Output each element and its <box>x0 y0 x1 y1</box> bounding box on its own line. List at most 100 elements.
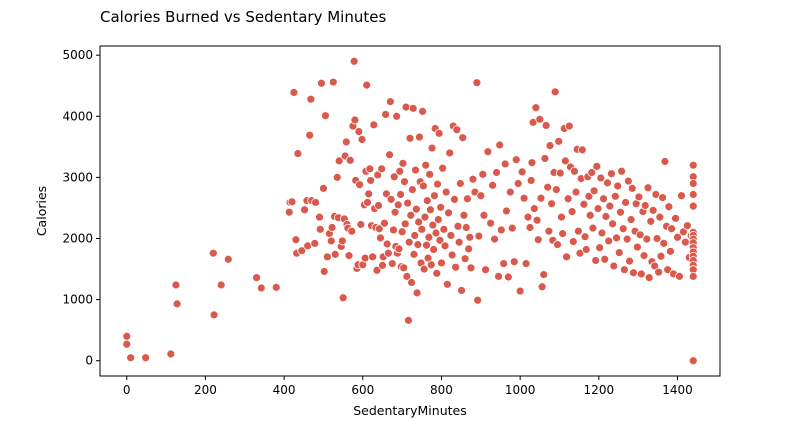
data-point <box>634 192 644 202</box>
data-point <box>654 267 664 277</box>
data-point <box>223 254 233 264</box>
plot-frame <box>99 45 721 377</box>
data-point <box>581 245 591 254</box>
data-point <box>433 179 442 189</box>
data-point <box>317 78 326 88</box>
data-point <box>454 237 464 247</box>
data-point <box>613 181 623 191</box>
data-point <box>658 193 667 202</box>
data-point <box>291 235 301 245</box>
data-point <box>463 194 472 204</box>
data-point <box>521 259 531 268</box>
data-point <box>511 155 521 165</box>
data-point <box>373 170 383 180</box>
data-point <box>656 251 666 261</box>
data-point <box>457 286 466 295</box>
data-point <box>652 234 662 243</box>
y-tick-label: 1000 <box>62 293 93 307</box>
data-point <box>667 224 677 234</box>
data-point <box>381 189 391 199</box>
data-point <box>584 191 594 201</box>
data-point <box>675 271 684 281</box>
data-point <box>310 238 320 248</box>
data-point <box>437 258 446 268</box>
data-point <box>414 217 424 227</box>
data-point <box>377 164 387 174</box>
data-point <box>610 191 620 201</box>
data-point <box>591 256 601 265</box>
data-point <box>459 210 469 220</box>
data-point <box>356 220 366 229</box>
data-point <box>374 201 383 210</box>
data-point <box>612 233 621 243</box>
data-point <box>422 240 431 250</box>
data-point <box>363 198 372 207</box>
chart-title: Calories Burned vs Sedentary Minutes <box>100 8 387 26</box>
data-point <box>618 224 628 234</box>
data-point <box>394 244 404 254</box>
data-point <box>412 288 422 298</box>
data-point <box>539 270 549 279</box>
data-point <box>395 166 405 176</box>
data-point <box>209 310 219 320</box>
data-point <box>573 226 583 236</box>
data-point <box>682 221 692 231</box>
data-point <box>419 264 429 274</box>
data-point <box>496 225 506 235</box>
data-point <box>407 185 417 195</box>
data-point <box>407 278 416 287</box>
data-point <box>465 232 475 242</box>
data-point <box>554 136 564 146</box>
data-point <box>406 210 416 220</box>
data-point <box>404 237 414 247</box>
data-point <box>537 282 547 292</box>
y-tick-label: 0 <box>85 354 93 368</box>
data-point <box>688 356 698 366</box>
data-point <box>500 159 510 169</box>
data-point <box>495 140 505 150</box>
data-point <box>326 236 336 246</box>
data-point <box>531 103 541 113</box>
data-point <box>644 273 654 283</box>
data-point <box>399 263 409 273</box>
data-point <box>447 250 457 260</box>
data-point <box>420 212 430 222</box>
data-point <box>311 198 320 207</box>
data-point <box>319 183 328 193</box>
data-point <box>639 251 649 261</box>
data-point <box>609 261 619 271</box>
data-point <box>461 223 471 232</box>
data-point <box>523 212 533 222</box>
data-point <box>422 196 432 206</box>
data-point <box>418 181 428 191</box>
data-point <box>427 143 437 153</box>
data-point <box>671 213 680 223</box>
data-point <box>436 202 446 212</box>
data-point <box>328 77 338 87</box>
data-point <box>629 268 638 278</box>
data-point <box>458 133 468 143</box>
data-point <box>417 224 427 234</box>
data-point <box>381 110 391 119</box>
x-tick-label: 1000 <box>505 383 536 397</box>
data-point <box>413 240 423 250</box>
data-point <box>385 97 395 107</box>
data-point <box>400 219 410 229</box>
data-point <box>122 331 132 341</box>
data-point <box>369 120 379 130</box>
data-point <box>438 163 448 173</box>
data-point <box>626 215 636 224</box>
data-point <box>604 236 614 246</box>
data-point <box>627 183 637 193</box>
data-point <box>410 231 420 240</box>
data-point <box>434 128 444 138</box>
data-point <box>507 223 517 233</box>
data-point <box>601 212 611 221</box>
data-point <box>405 133 415 143</box>
data-point <box>688 179 698 188</box>
data-point <box>297 246 307 256</box>
data-point <box>338 293 348 303</box>
data-point <box>562 252 571 262</box>
data-point <box>429 191 439 201</box>
data-point <box>453 221 463 231</box>
